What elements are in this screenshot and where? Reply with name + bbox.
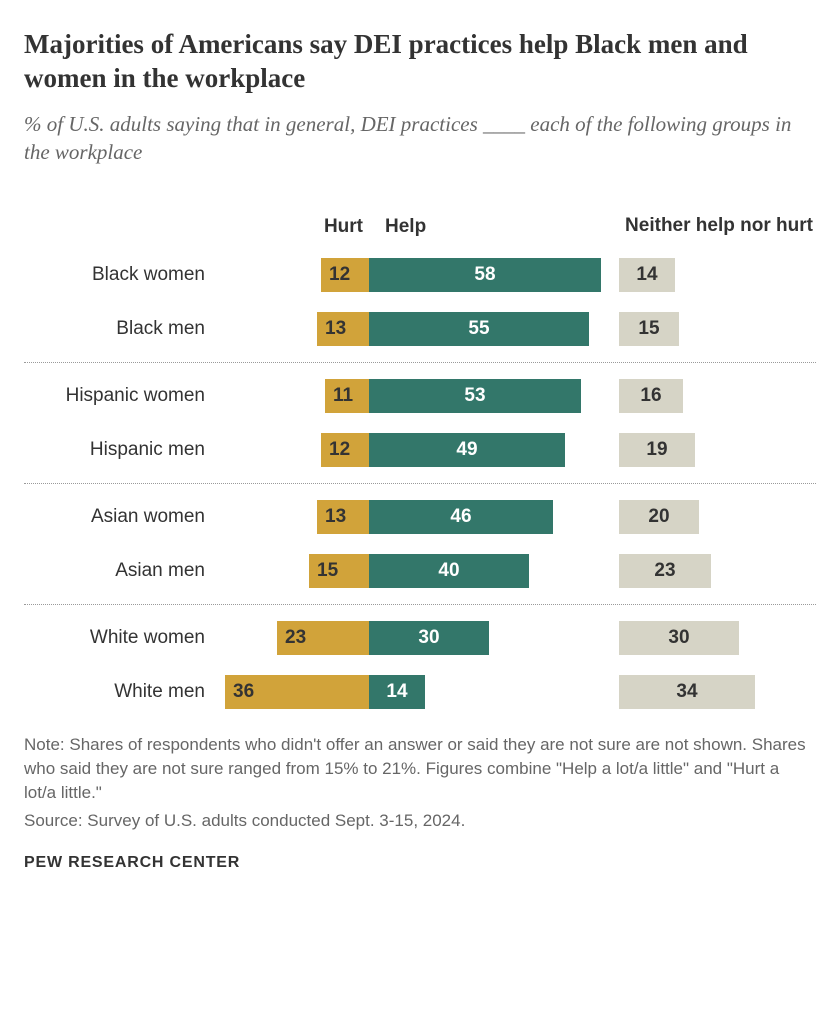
bar-hurt: 23: [277, 621, 369, 655]
bar-help: 40: [369, 554, 529, 588]
bar-pair: 2330: [219, 618, 599, 658]
chart-note: Note: Shares of respondents who didn't o…: [24, 733, 816, 804]
bar-hurt: 11: [325, 379, 369, 413]
row-label: Asian women: [24, 506, 219, 528]
data-row: Hispanic women115316: [24, 369, 816, 423]
chart-subtitle: % of U.S. adults saying that in general,…: [24, 110, 816, 167]
bar-help: 58: [369, 258, 601, 292]
bar-help: 53: [369, 379, 581, 413]
bar-neither: 16: [619, 379, 683, 413]
bar-help: 30: [369, 621, 489, 655]
header-hurt: Hurt: [324, 216, 363, 238]
column-headers: Hurt Help Neither help nor hurt: [24, 194, 816, 238]
neither-col: 20: [619, 497, 819, 537]
bar-neither: 15: [619, 312, 679, 346]
neither-col: 30: [619, 618, 819, 658]
bar-hurt: 15: [309, 554, 369, 588]
chart-title: Majorities of Americans say DEI practice…: [24, 28, 816, 96]
group: White women233030White men361434: [24, 604, 816, 719]
row-label: Asian men: [24, 560, 219, 582]
data-row: Asian men154023: [24, 544, 816, 598]
bar-neither: 23: [619, 554, 711, 588]
bar-help: 49: [369, 433, 565, 467]
bar-hurt: 13: [317, 312, 369, 346]
row-label: Hispanic men: [24, 439, 219, 461]
bar-hurt: 13: [317, 500, 369, 534]
data-row: Black women125814: [24, 248, 816, 302]
data-row: Black men135515: [24, 302, 816, 356]
group: Black women125814Black men135515: [24, 248, 816, 356]
data-row: White women233030: [24, 611, 816, 665]
neither-col: 14: [619, 255, 819, 295]
data-row: Hispanic men124919: [24, 423, 816, 477]
row-label: Hispanic women: [24, 385, 219, 407]
row-label: White women: [24, 627, 219, 649]
row-label: White men: [24, 681, 219, 703]
bar-neither: 34: [619, 675, 755, 709]
bar-pair: 1355: [219, 309, 599, 349]
attribution: PEW RESEARCH CENTER: [24, 854, 816, 872]
bar-pair: 1346: [219, 497, 599, 537]
row-label: Black men: [24, 318, 219, 340]
bar-neither: 30: [619, 621, 739, 655]
bar-hurt: 36: [225, 675, 369, 709]
bar-neither: 14: [619, 258, 675, 292]
bar-pair: 1249: [219, 430, 599, 470]
neither-col: 34: [619, 672, 819, 712]
bar-help: 55: [369, 312, 589, 346]
bar-neither: 20: [619, 500, 699, 534]
chart: Hurt Help Neither help nor hurt Black wo…: [24, 194, 816, 719]
header-neither: Neither help nor hurt: [619, 215, 819, 238]
neither-col: 19: [619, 430, 819, 470]
bar-neither: 19: [619, 433, 695, 467]
bar-pair: 1153: [219, 376, 599, 416]
neither-col: 15: [619, 309, 819, 349]
group: Hispanic women115316Hispanic men124919: [24, 362, 816, 477]
data-row: Asian women134620: [24, 490, 816, 544]
bar-help: 46: [369, 500, 553, 534]
header-help: Help: [385, 216, 426, 238]
bar-hurt: 12: [321, 433, 369, 467]
bar-hurt: 12: [321, 258, 369, 292]
group: Asian women134620Asian men154023: [24, 483, 816, 598]
bar-pair: 1540: [219, 551, 599, 591]
neither-col: 23: [619, 551, 819, 591]
data-row: White men361434: [24, 665, 816, 719]
bar-pair: 1258: [219, 255, 599, 295]
row-label: Black women: [24, 264, 219, 286]
bar-pair: 3614: [219, 672, 599, 712]
neither-col: 16: [619, 376, 819, 416]
bar-help: 14: [369, 675, 425, 709]
chart-source: Source: Survey of U.S. adults conducted …: [24, 809, 816, 833]
